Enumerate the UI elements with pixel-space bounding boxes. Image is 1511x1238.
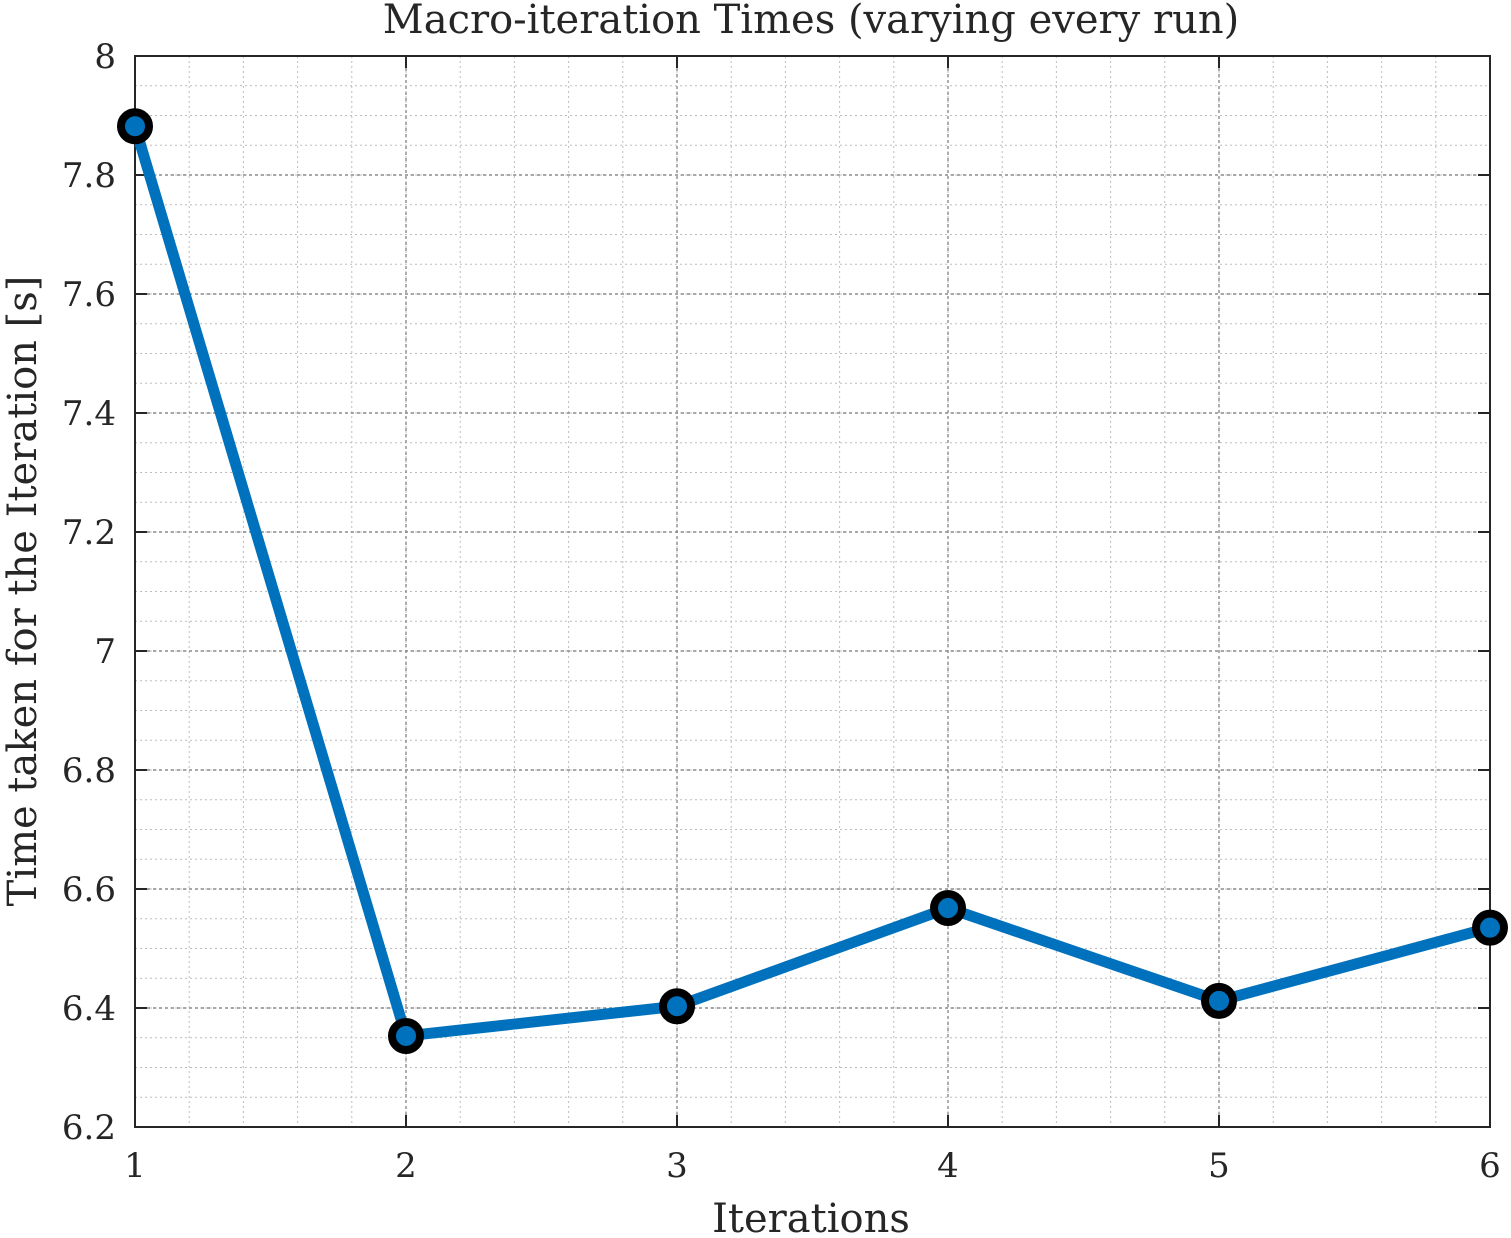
series-line	[129, 124, 1492, 1042]
data-point	[659, 988, 695, 1025]
y-axis-label: Time taken for the Iteration [s]	[0, 276, 46, 907]
y-tick-label: 6.2	[62, 1108, 116, 1148]
minor-grid	[134, 55, 1491, 1128]
y-tick-label: 7	[94, 632, 116, 672]
data-point	[1472, 909, 1508, 946]
y-tick-label: 7.6	[62, 275, 116, 315]
tick-marks	[134, 55, 1491, 1128]
x-tick-label: 2	[395, 1146, 417, 1186]
y-tick-label: 7.2	[62, 513, 116, 553]
series-layer	[117, 108, 1508, 1054]
x-tick-label: 4	[937, 1146, 959, 1186]
x-tick-labels: 1 2 3 4 5 6	[124, 1146, 1501, 1186]
data-point	[117, 108, 153, 145]
x-tick-label: 3	[666, 1146, 688, 1186]
x-tick-label: 1	[124, 1146, 146, 1186]
y-tick-label: 6.6	[62, 870, 116, 910]
x-tick-label: 5	[1208, 1146, 1230, 1186]
data-point	[930, 890, 966, 927]
y-tick-label: 6.4	[62, 989, 116, 1029]
chart-title: Macro-iteration Times (varying every run…	[383, 0, 1239, 43]
x-axis-label: Iterations	[712, 1196, 910, 1238]
axes-box	[134, 55, 1491, 1128]
y-tick-label: 7.4	[62, 394, 116, 434]
data-point	[1201, 982, 1237, 1019]
y-tick-label: 8	[94, 37, 116, 77]
y-tick-label: 6.8	[62, 751, 116, 791]
y-tick-labels: 6.2 6.4 6.6 6.8 7 7.2 7.4 7.6 7.8 8	[62, 37, 116, 1148]
y-tick-label: 7.8	[62, 156, 116, 196]
x-tick-label: 6	[1479, 1146, 1501, 1186]
data-point	[388, 1017, 424, 1054]
